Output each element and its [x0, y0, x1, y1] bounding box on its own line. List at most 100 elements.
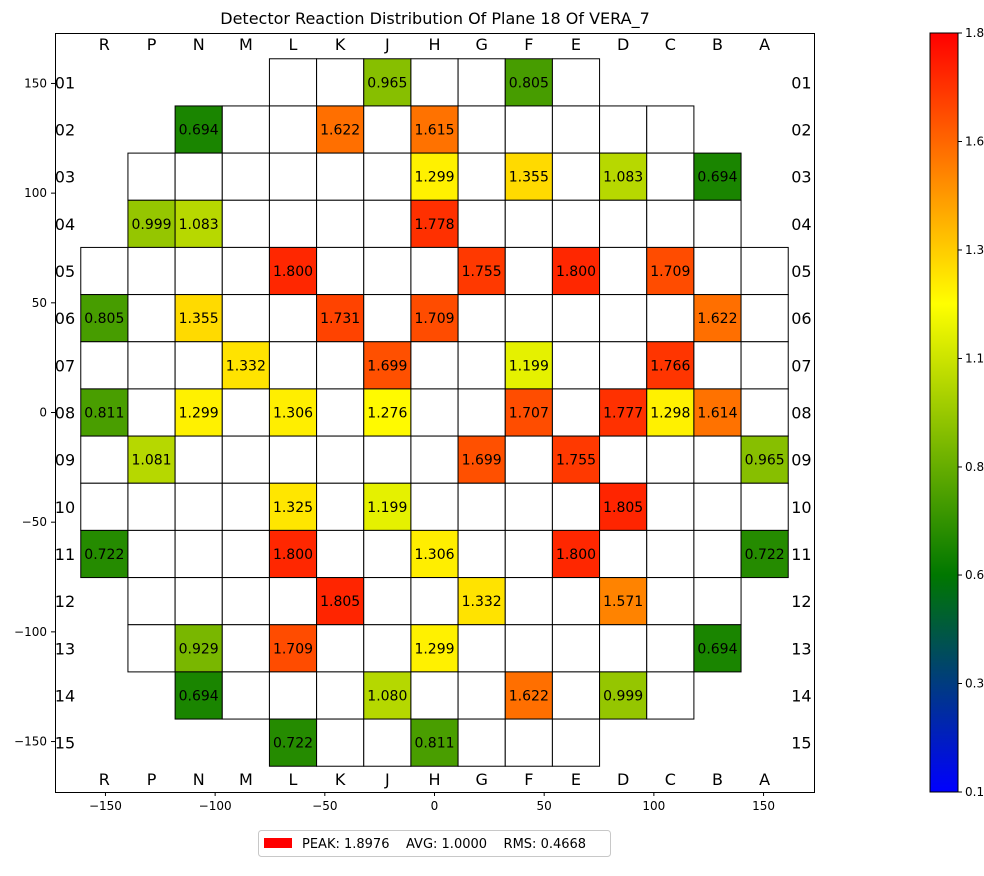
cell-value-N08: 1.299: [179, 406, 219, 422]
assembly-cell-K05: [316, 246, 365, 296]
assembly-cell-M14: [221, 671, 270, 720]
legend-frame: [258, 830, 611, 857]
assembly-cell-F14: [504, 671, 553, 720]
assembly-cell-A07: [740, 341, 789, 390]
assembly-cell-E07: [551, 341, 601, 390]
cell-value-D08: 1.777: [603, 406, 643, 422]
assembly-cell-M03: [221, 152, 270, 201]
row-number-right: 05: [791, 262, 811, 281]
cell-value-B08: 1.614: [697, 406, 737, 422]
cell-value-A11: 0.722: [745, 547, 785, 563]
cell-value-F07: 1.199: [509, 358, 549, 374]
assembly-cell-N14: [174, 671, 223, 720]
assembly-cell-H04: [410, 199, 459, 248]
cell-value-R06: 0.805: [84, 311, 124, 327]
cell-value-H02: 1.615: [414, 123, 454, 139]
column-letter-top: K: [335, 35, 346, 54]
assembly-cell-A06: [740, 294, 789, 343]
assembly-cell-N08: [174, 388, 223, 437]
assembly-cell-K12: [316, 577, 365, 626]
cell-value-H03: 1.299: [414, 170, 454, 186]
assembly-cell-N02: [174, 105, 223, 154]
assembly-cell-H14: [410, 671, 459, 720]
assembly-cell-N09: [174, 435, 223, 484]
column-letter-bottom: C: [665, 770, 676, 789]
assembly-cell-J15: [363, 718, 412, 767]
cell-value-G09: 1.699: [462, 453, 502, 469]
cell-value-F08: 1.707: [509, 406, 549, 422]
cell-value-E09: 1.755: [556, 453, 596, 469]
x-tick-label: 50: [537, 799, 552, 813]
assembly-cell-K08: [316, 388, 365, 437]
assembly-cell-H08: [410, 388, 459, 437]
cell-value-M07: 1.332: [226, 358, 266, 374]
column-letter-top: H: [428, 35, 440, 54]
column-letter-bottom: B: [712, 770, 723, 789]
assembly-cell-E08: [551, 388, 601, 437]
y-tick-label: 0: [39, 406, 47, 420]
assembly-cell-J09: [363, 435, 412, 484]
row-number-left: 04: [55, 215, 75, 234]
assembly-cell-E06: [551, 294, 601, 343]
row-number-left: 15: [55, 734, 75, 753]
assembly-cell-R07: [80, 341, 129, 390]
column-letter-bottom: H: [428, 770, 440, 789]
row-number-right: 01: [791, 73, 811, 92]
cell-value-R08: 0.811: [84, 406, 124, 422]
assembly-cell-C12: [646, 577, 695, 626]
row-number-right: 13: [791, 639, 811, 658]
assembly-cell-D05: [599, 246, 648, 296]
column-letter-bottom: G: [475, 770, 487, 789]
assembly-cell-E14: [551, 671, 601, 720]
column-letter-bottom: N: [193, 770, 205, 789]
row-number-left: 07: [55, 356, 75, 375]
assembly-cell-D09: [599, 435, 648, 484]
assembly-cell-G10: [457, 482, 506, 531]
cell-value-K02: 1.622: [320, 123, 360, 139]
colorbar: 0.121 0.375 0.629 0.882 1.136 1.390 1.644 1.898: [929, 26, 984, 799]
y-tick-label: −150: [14, 735, 47, 749]
assembly-cell-M04: [221, 199, 270, 248]
cell-value-D12: 1.571: [603, 594, 643, 610]
assembly-cell-F04: [504, 199, 553, 248]
column-letter-bottom: L: [289, 770, 298, 789]
legend-text: PEAK: 1.8976 AVG: 1.0000 RMS: 0.4668: [302, 837, 586, 852]
assembly-cell-D07: [599, 341, 648, 390]
assembly-cell-L12: [268, 577, 318, 626]
column-letter-top: R: [99, 35, 110, 54]
column-letter-top: F: [524, 35, 533, 54]
cell-value-D03: 1.083: [603, 170, 643, 186]
assembly-cell-D11: [599, 529, 648, 579]
assembly-cell-P10: [127, 482, 176, 531]
assembly-cell-H10: [410, 482, 459, 531]
column-letter-bottom: E: [571, 770, 581, 789]
cell-value-C05: 1.709: [650, 264, 690, 280]
row-number-left: 05: [55, 262, 75, 281]
assembly-cell-H06: [410, 294, 459, 343]
cell-value-D14: 0.999: [603, 688, 643, 704]
assembly-cell-G05: [457, 246, 506, 296]
assembly-cell-R09: [80, 435, 129, 484]
assembly-cell-C02: [646, 105, 695, 154]
assembly-cell-C14: [646, 671, 695, 720]
assembly-cell-P05: [127, 246, 176, 296]
assembly-cell-P04: [127, 199, 176, 248]
assembly-cell-C09: [646, 435, 695, 484]
assembly-cell-H11: [410, 529, 459, 579]
assembly-cell-G15: [457, 718, 506, 767]
assembly-cell-L07: [268, 341, 318, 390]
assembly-cell-B04: [693, 199, 742, 248]
assembly-cell-K04: [316, 199, 365, 248]
colorbar-tick-label: 1.644: [965, 134, 984, 148]
column-letter-bottom: J: [384, 770, 390, 789]
column-letter-top: N: [193, 35, 205, 54]
assembly-cell-F13: [504, 624, 553, 673]
assembly-cell-J12: [363, 577, 412, 626]
assembly-cell-F10: [504, 482, 553, 531]
assembly-cell-A10: [740, 482, 789, 531]
assembly-cell-G01: [457, 58, 506, 107]
assembly-cell-N05: [174, 246, 223, 296]
x-tick-label: 100: [642, 799, 665, 813]
assembly-cell-E09: [551, 435, 601, 484]
assembly-cell-J01: [363, 58, 412, 107]
